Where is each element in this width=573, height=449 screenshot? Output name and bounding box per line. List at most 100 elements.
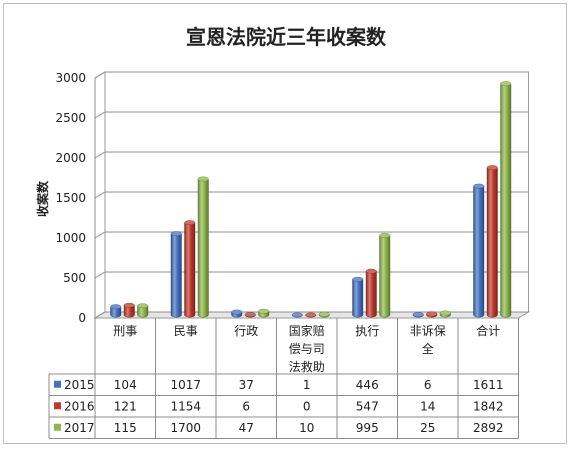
y-tick-label: 3000 xyxy=(55,71,86,85)
bar-top xyxy=(110,304,122,310)
bar-body xyxy=(500,83,512,318)
bar-top xyxy=(500,81,512,87)
data-label: 0 xyxy=(303,399,311,413)
bar-top xyxy=(170,231,182,237)
legend-label: 2015 xyxy=(64,378,95,392)
bar xyxy=(318,311,330,318)
data-label: 47 xyxy=(239,421,254,435)
gridline xyxy=(94,71,529,79)
data-label: 115 xyxy=(114,421,137,435)
bar-body xyxy=(365,271,377,318)
bar xyxy=(291,312,303,318)
bar xyxy=(197,176,209,318)
legend-swatch xyxy=(54,402,61,410)
bar-top xyxy=(426,311,438,317)
bar-top xyxy=(473,183,485,189)
gridline xyxy=(94,231,529,239)
data-label: 1700 xyxy=(170,421,201,435)
category-label: 民事 xyxy=(174,324,198,338)
bar xyxy=(123,302,135,318)
bar-top xyxy=(439,310,451,316)
gridline xyxy=(94,151,529,159)
legend-swatch xyxy=(54,423,61,431)
data-label: 121 xyxy=(114,399,137,413)
legend-label: 2017 xyxy=(64,421,95,435)
bar xyxy=(500,81,512,318)
category-label: 非诉保 xyxy=(410,324,446,338)
gridline xyxy=(94,191,529,199)
chart-title: 宣恩法院近三年收案数 xyxy=(186,25,387,49)
category-label: 国家赔 xyxy=(289,323,325,338)
bar-top xyxy=(318,311,330,317)
bar-top xyxy=(486,165,498,171)
data-label: 995 xyxy=(356,421,379,435)
data-label: 37 xyxy=(239,378,254,392)
data-label: 1 xyxy=(303,378,311,392)
data-label: 1611 xyxy=(473,378,504,392)
bar xyxy=(352,276,364,318)
data-label: 104 xyxy=(114,378,137,392)
category-label: 法救助 xyxy=(289,359,325,374)
bar-top xyxy=(365,268,377,274)
bar xyxy=(137,303,149,318)
data-label: 1017 xyxy=(170,378,201,392)
y-tick-label: 0 xyxy=(78,311,86,325)
category-label: 合计 xyxy=(476,323,500,338)
bar-body xyxy=(137,305,149,318)
bar xyxy=(379,232,391,318)
category-label: 偿与司 xyxy=(289,341,325,356)
bar-body xyxy=(197,178,209,318)
plot-area: 0 500 1000 1500 2000 2500 3000 xyxy=(55,71,531,325)
bar xyxy=(244,312,256,318)
data-label: 446 xyxy=(356,378,379,392)
bar xyxy=(365,268,377,318)
legend-label: 2016 xyxy=(64,399,95,413)
bar-body xyxy=(486,167,498,318)
bar xyxy=(184,220,196,318)
category-label: 执行 xyxy=(355,324,379,338)
bar-top xyxy=(412,312,424,317)
bar xyxy=(473,183,485,318)
bar-top xyxy=(184,220,196,226)
data-label: 14 xyxy=(420,399,435,413)
y-tick-label: 500 xyxy=(63,271,86,285)
bar-body xyxy=(473,185,485,318)
bar xyxy=(439,310,451,318)
y-tick-label: 2500 xyxy=(55,111,86,125)
bar xyxy=(486,165,498,318)
y-tick-label: 1500 xyxy=(55,191,86,205)
y-axis-label: 收案数 xyxy=(35,180,50,217)
category-label: 行政 xyxy=(234,324,258,338)
bar-top xyxy=(244,312,256,317)
bar-top xyxy=(305,312,317,318)
bar xyxy=(110,304,122,318)
bar-top xyxy=(197,176,209,182)
data-label: 25 xyxy=(420,421,435,435)
category-label: 全 xyxy=(422,341,434,356)
bar-top xyxy=(137,303,149,309)
bar-body xyxy=(110,306,122,318)
data-label: 1154 xyxy=(170,399,201,413)
bar xyxy=(305,312,317,318)
y-tick-label: 2000 xyxy=(55,151,86,165)
bar-body xyxy=(352,279,364,318)
bar-top xyxy=(231,309,243,315)
bar xyxy=(258,308,270,318)
bar-body xyxy=(184,222,196,318)
bar-top xyxy=(379,232,391,238)
data-label: 6 xyxy=(242,399,250,413)
bar-top xyxy=(258,308,270,314)
bar xyxy=(412,312,424,318)
data-label: 2892 xyxy=(473,421,504,435)
bar-top xyxy=(123,302,135,308)
bar xyxy=(170,231,182,318)
data-label: 547 xyxy=(356,399,379,413)
bar-top xyxy=(291,312,303,318)
bar-top xyxy=(352,276,364,282)
bar-body xyxy=(170,233,182,318)
gridline xyxy=(94,111,529,119)
legend-swatch xyxy=(54,380,61,388)
y-tick-label: 1000 xyxy=(55,231,86,245)
